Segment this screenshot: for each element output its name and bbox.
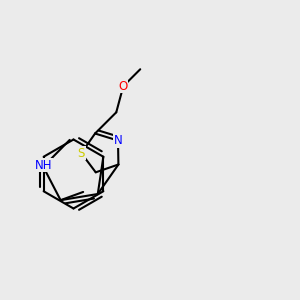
Text: S: S xyxy=(78,147,85,160)
Text: NH: NH xyxy=(34,159,52,172)
Text: N: N xyxy=(114,134,122,147)
Text: O: O xyxy=(118,80,128,93)
